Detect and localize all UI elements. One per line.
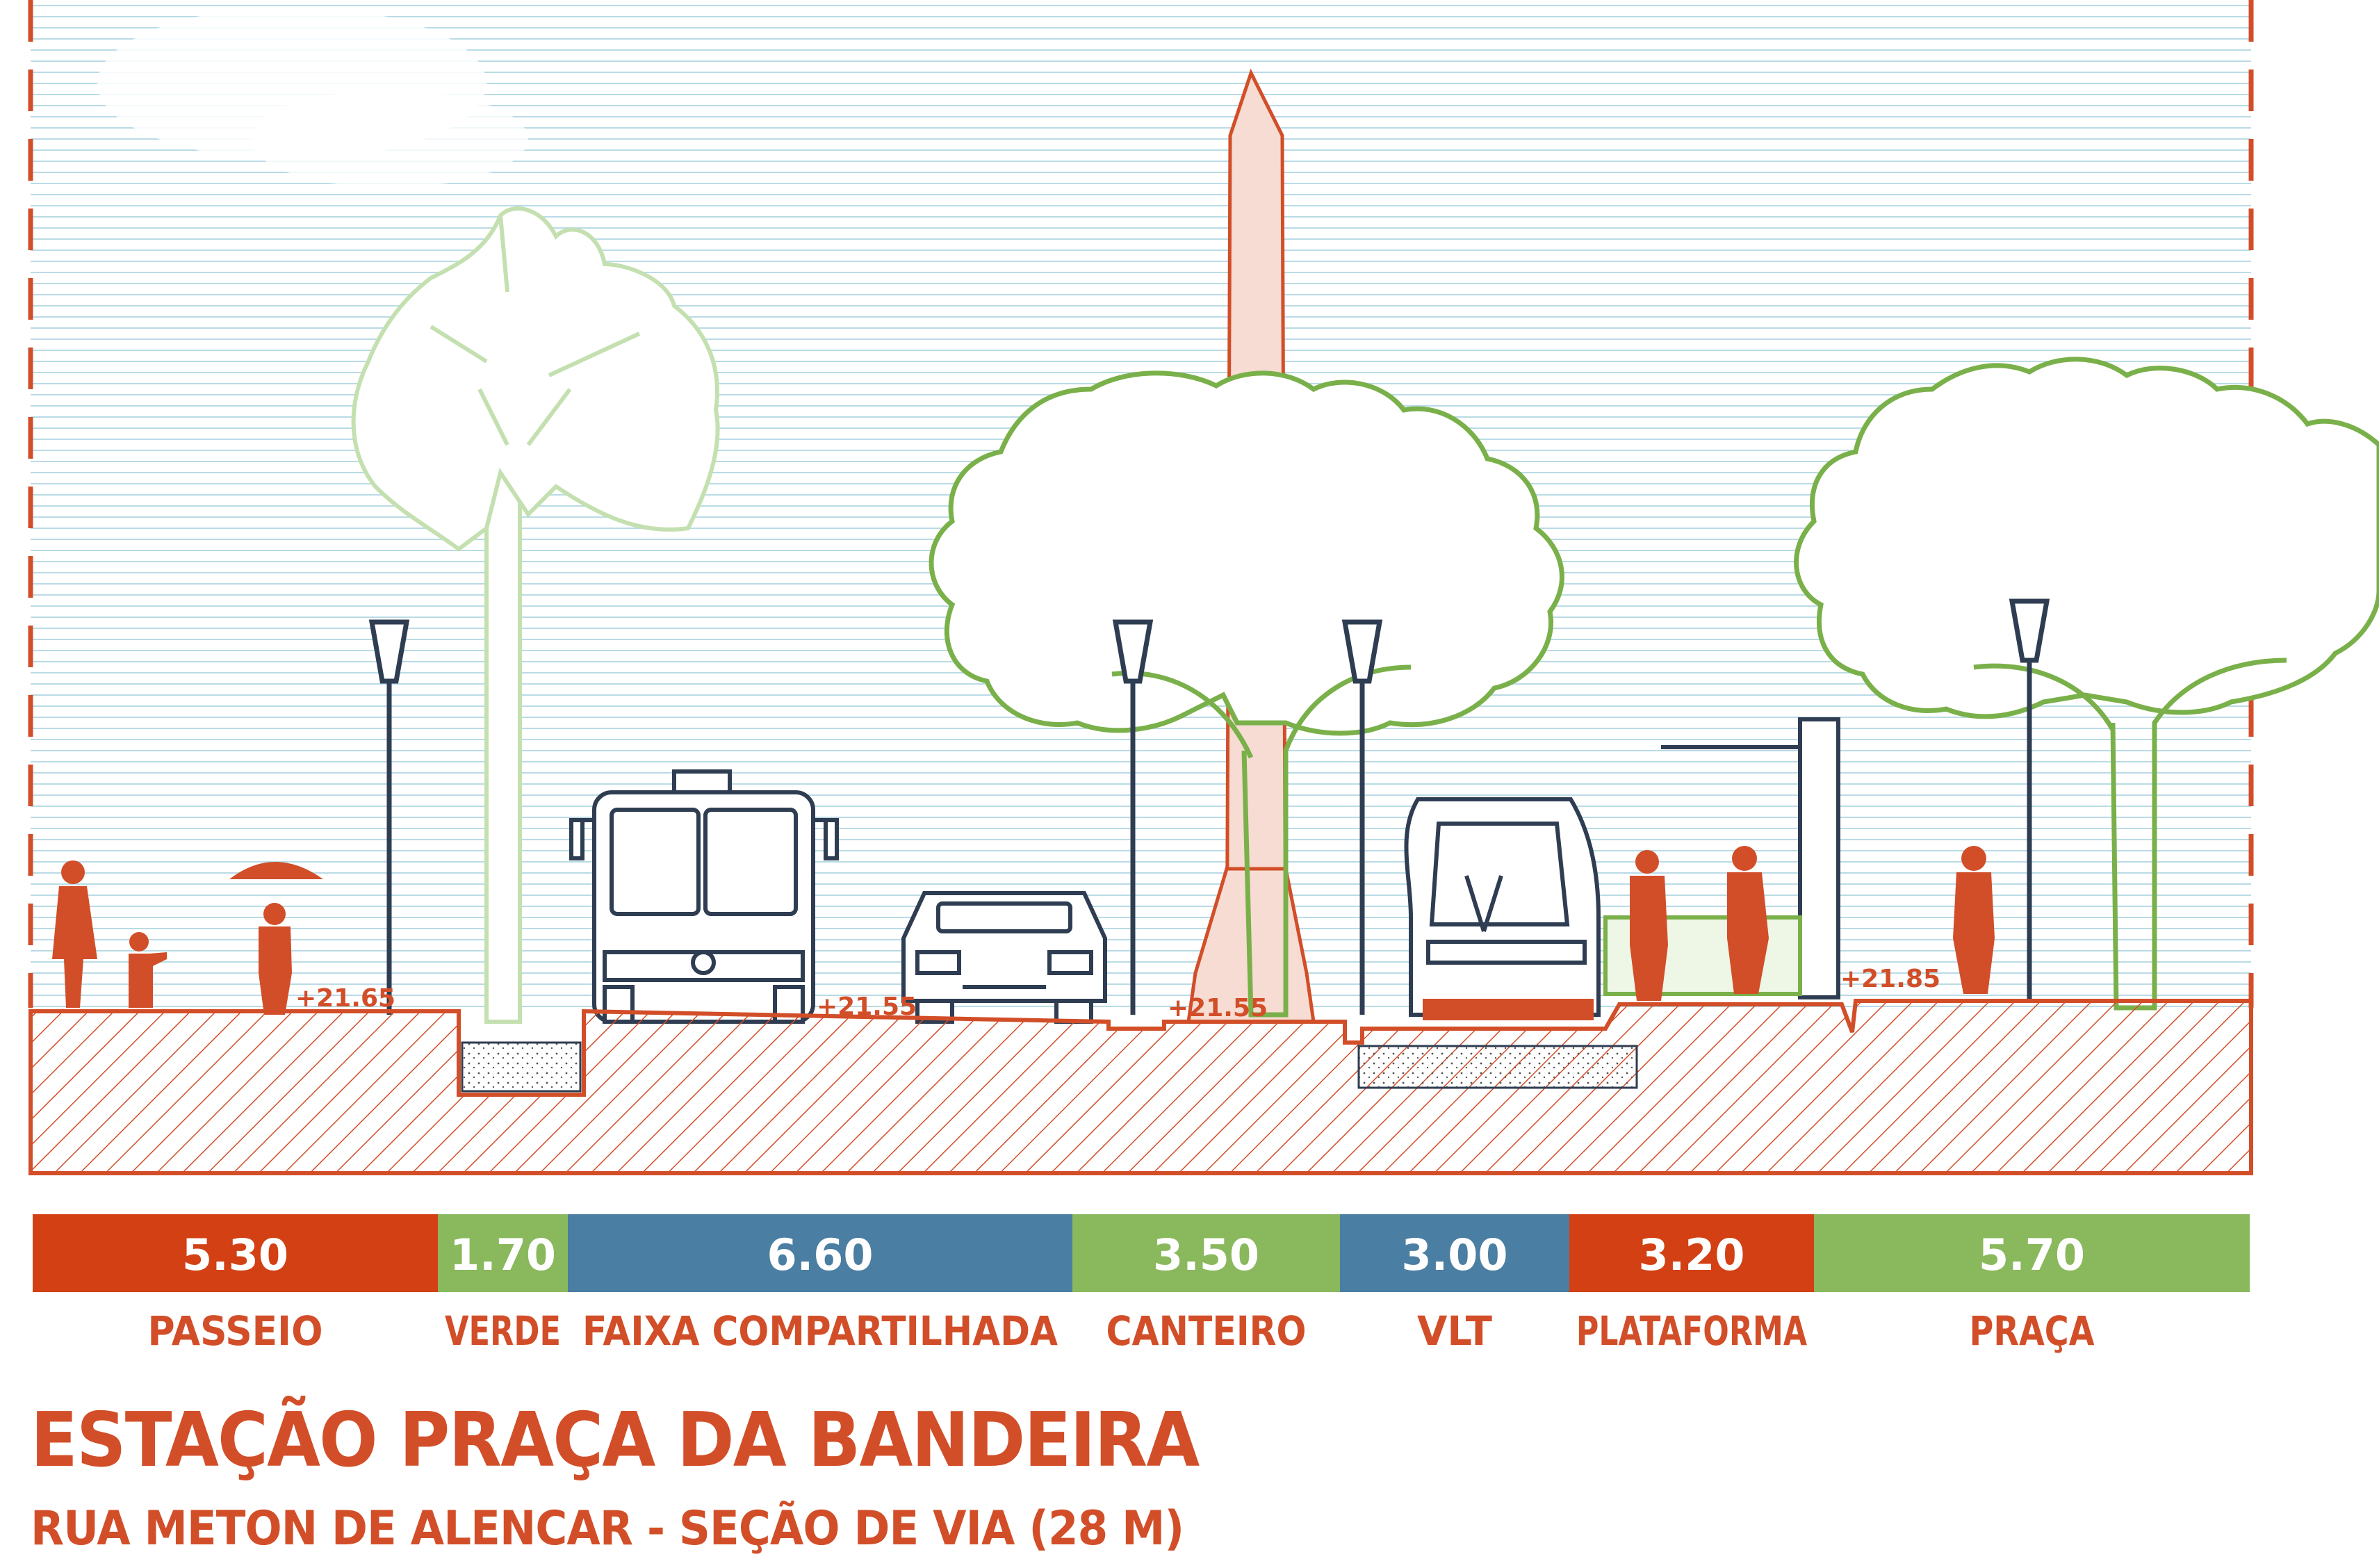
level-marker: +21.55 xyxy=(817,993,917,1021)
street-lamp xyxy=(1112,619,1154,1015)
level-marker: +21.65 xyxy=(295,984,395,1013)
segment-width-label: 5.70 xyxy=(1979,1230,2085,1280)
tram xyxy=(1404,797,1601,1020)
cloud xyxy=(250,90,528,188)
segment-block xyxy=(438,1214,568,1292)
street-lamp xyxy=(368,619,410,1015)
bus xyxy=(569,769,839,1024)
segment-width-label: 5.30 xyxy=(182,1230,288,1280)
page-title: ESTAÇÃO PRAÇA DA BANDEIRA xyxy=(31,1397,1200,1484)
tree-canteiro xyxy=(929,370,1564,1018)
segment-name-label: PRAÇA xyxy=(1970,1307,2095,1355)
street-lamp xyxy=(1341,619,1383,1015)
level-marker: +21.85 xyxy=(1840,965,1940,993)
segment-width-label: 3.00 xyxy=(1402,1230,1508,1280)
street-lamp xyxy=(2009,598,2050,1001)
person-umbrella xyxy=(229,862,323,1015)
tree-praca xyxy=(1794,357,2379,1011)
segment-block xyxy=(1340,1214,1569,1292)
car xyxy=(901,891,1107,1024)
segment-block xyxy=(1814,1214,2250,1292)
track-bed xyxy=(1357,1045,1638,1089)
segment-name-label: PASSEIO xyxy=(148,1307,323,1355)
segment-block xyxy=(568,1214,1072,1292)
palm-tree xyxy=(351,206,720,1024)
segment-name-label: FAIXA COMPARTILHADA xyxy=(582,1307,1058,1355)
segment-width-label: 1.70 xyxy=(450,1230,556,1280)
person xyxy=(1953,846,1995,994)
segment-block xyxy=(33,1214,438,1292)
segment-width-label: 3.20 xyxy=(1639,1230,1745,1280)
segment-name-label: CANTEIRO xyxy=(1106,1307,1307,1355)
person xyxy=(1727,846,1769,994)
segment-width-label: 6.60 xyxy=(767,1230,874,1280)
segment-block xyxy=(1072,1214,1340,1292)
person xyxy=(52,860,97,1008)
person xyxy=(1630,850,1668,1001)
segment-name-label: PLATAFORMA xyxy=(1576,1307,1807,1355)
pedestrians xyxy=(52,846,1995,1015)
segment-name-label: VERDE xyxy=(445,1307,561,1355)
planter-soil xyxy=(461,1041,582,1093)
segment-width-label: 3.50 xyxy=(1153,1230,1259,1280)
segment-bar: 5.30 PASSEIO 1.70 VERDE 6.60 FAIXA COMPARTILH… xyxy=(33,1214,2250,1355)
level-marker: +21.55 xyxy=(1168,994,1268,1022)
page-subtitle: RUA METON DE ALENCAR - SEÇÃO DE VIA (28 … xyxy=(31,1501,1184,1556)
segment-name-label: VLT xyxy=(1417,1307,1492,1355)
child xyxy=(129,932,167,1008)
ground-section xyxy=(28,999,2253,1175)
segment-block xyxy=(1569,1214,1814,1292)
